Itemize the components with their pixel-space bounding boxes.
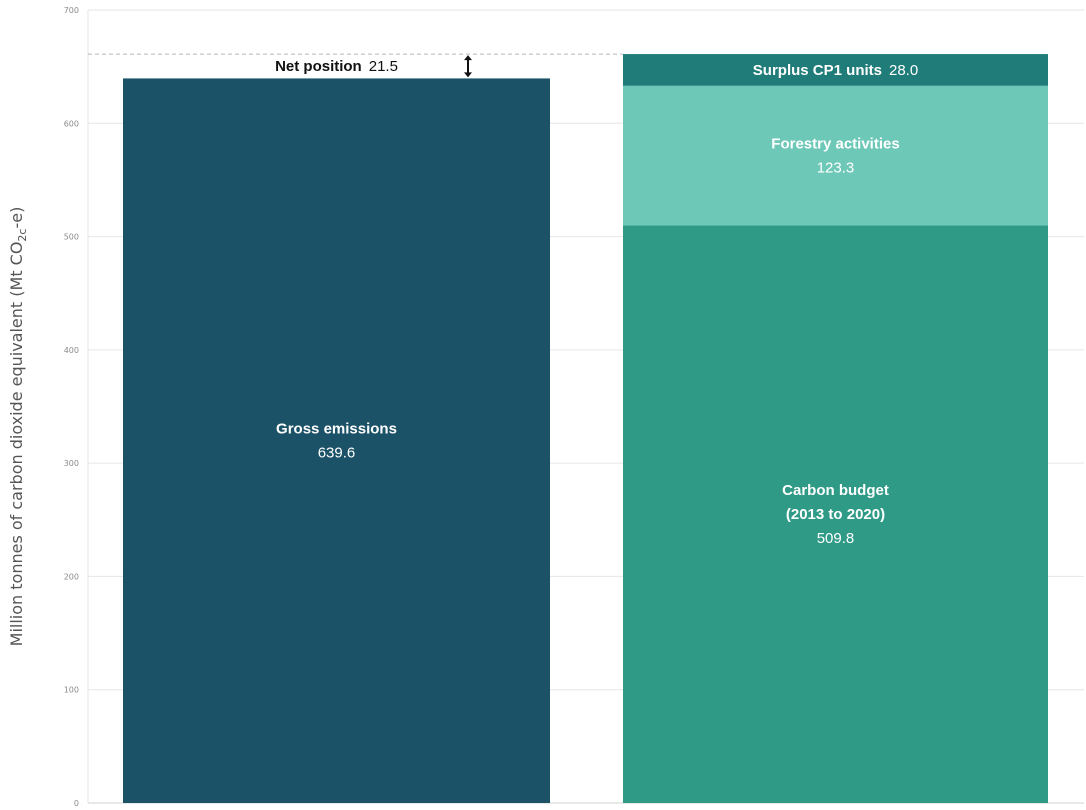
segment-label: Surplus CP1 units 28.0 bbox=[753, 62, 918, 79]
annotations: Net position 21.5 bbox=[88, 53, 623, 78]
bar-segment bbox=[623, 85, 1048, 226]
y-tick-labels: 0 100 200 300 400 500 600 700 bbox=[64, 6, 79, 808]
y-tick-label: 700 bbox=[64, 6, 79, 15]
net-position-label: Net position 21.5 bbox=[275, 58, 398, 75]
y-tick-label: 200 bbox=[64, 572, 79, 581]
bars bbox=[123, 54, 1048, 804]
bar-segment bbox=[623, 225, 1048, 803]
y-tick-label: 0 bbox=[74, 799, 79, 808]
segment-name-label: Forestry activities bbox=[771, 136, 899, 153]
y-tick-label: 600 bbox=[64, 119, 79, 128]
arrow-head-down bbox=[464, 72, 472, 78]
segment-labels: Gross emissions 639.6 Carbon budget (2013 t… bbox=[276, 62, 918, 547]
segment-name-label: Gross emissions bbox=[276, 421, 397, 438]
arrow-head-up bbox=[464, 55, 472, 61]
segment-value-label: 639.6 bbox=[318, 445, 356, 462]
y-axis-label: Million tonnes of carbon dioxide equival… bbox=[7, 207, 29, 647]
segment-name-label: Carbon budget bbox=[782, 482, 889, 499]
bar-segment bbox=[623, 54, 1048, 86]
segment-name-label: (2013 to 2020) bbox=[786, 506, 885, 523]
bar-segment bbox=[123, 78, 550, 804]
segment-value-label: 509.8 bbox=[817, 530, 855, 547]
y-tick-label: 400 bbox=[64, 346, 79, 355]
y-tick-label: 300 bbox=[64, 459, 79, 468]
y-tick-label: 100 bbox=[64, 686, 79, 695]
segment-value-label: 123.3 bbox=[817, 160, 855, 177]
y-tick-label: 500 bbox=[64, 233, 79, 242]
